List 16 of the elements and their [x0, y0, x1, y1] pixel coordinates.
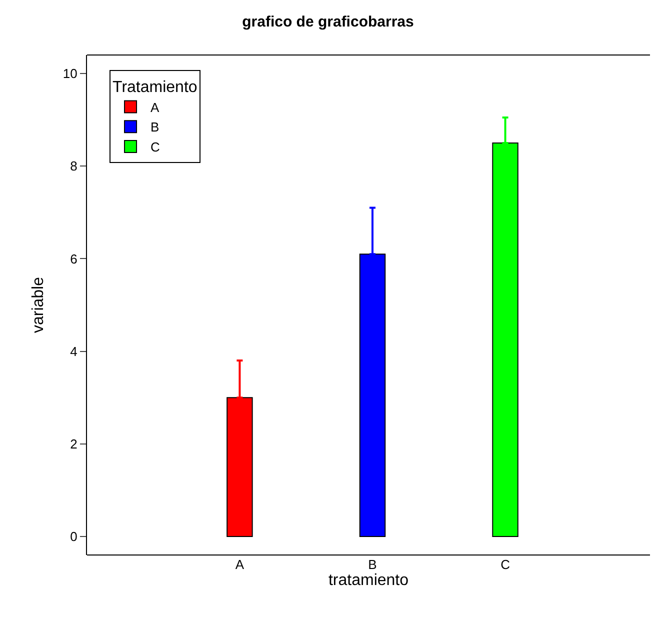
legend-title: Tratamiento: [112, 78, 198, 96]
y-tick-label: 0: [70, 529, 78, 544]
x-tick-label: A: [235, 557, 244, 572]
y-tick-label: 10: [62, 66, 78, 82]
chart-title: grafico de graficobarras: [242, 13, 414, 30]
y-tick-label: 2: [70, 436, 78, 452]
legend-label: C: [150, 140, 160, 155]
x-tick-label: C: [500, 557, 510, 572]
y-axis-title: variable: [30, 276, 47, 334]
y-tick-label: 6: [70, 251, 78, 266]
legend-label: A: [150, 100, 160, 115]
x-axis-title: tratamiento: [328, 572, 409, 589]
y-tick-label: 8: [70, 158, 78, 174]
y-tick-label: 4: [70, 344, 78, 359]
legend-label: B: [150, 120, 160, 135]
x-tick-label: B: [368, 557, 377, 572]
